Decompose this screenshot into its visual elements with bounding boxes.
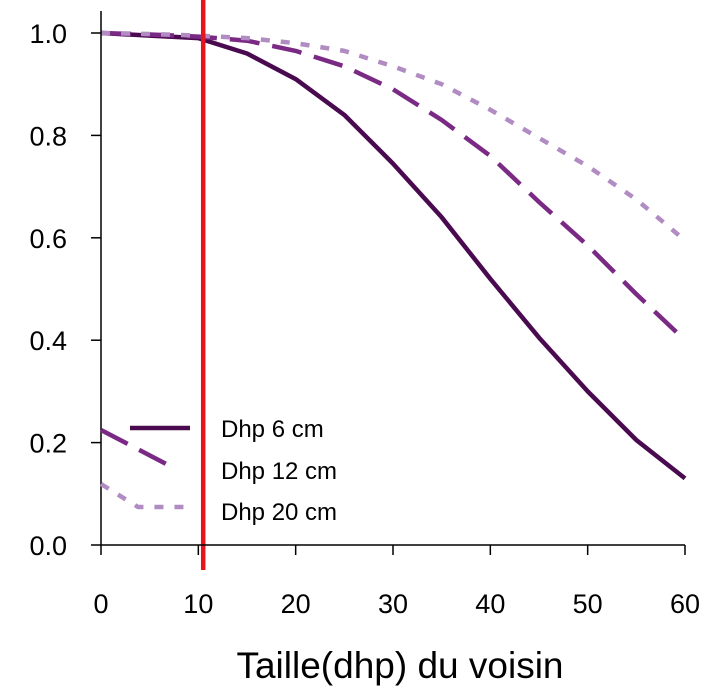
series-line-3	[100, 30, 687, 243]
y-tick-label: 1.0	[29, 19, 67, 49]
legend: Dhp 6 cm Dhp 12 cm Dhp 20 cm	[99, 416, 337, 526]
x-tick-label: 60	[670, 589, 700, 619]
y-tick-label: 0.4	[29, 326, 67, 356]
x-tick-label: 30	[378, 589, 408, 619]
y-tick-label: 0.0	[29, 531, 67, 561]
y-tick-label: 0.2	[29, 429, 67, 459]
series-line-2	[100, 30, 687, 342]
axes: 0 10 20 30 40 50 60 0.0 0.2 0.4 0.6 0.8 1.0	[29, 11, 700, 619]
x-tick-label: 0	[93, 589, 108, 619]
legend-label-3: Dhp 20 cm	[221, 499, 337, 526]
legend-swatch-3	[99, 482, 185, 510]
legend-label-1: Dhp 6 cm	[221, 416, 324, 443]
x-tick-label: 40	[475, 589, 505, 619]
x-tick-label: 20	[281, 589, 311, 619]
legend-swatch-2	[99, 428, 174, 469]
legend-label-2: Dhp 12 cm	[221, 458, 337, 485]
x-tick-label: 50	[573, 589, 603, 619]
y-tick-label: 0.8	[29, 121, 67, 151]
x-axis-title: Taille(dhp) du voisin	[236, 645, 563, 686]
x-tick-label: 10	[183, 589, 213, 619]
y-tick-label: 0.6	[29, 224, 67, 254]
plot-area	[100, 0, 687, 570]
